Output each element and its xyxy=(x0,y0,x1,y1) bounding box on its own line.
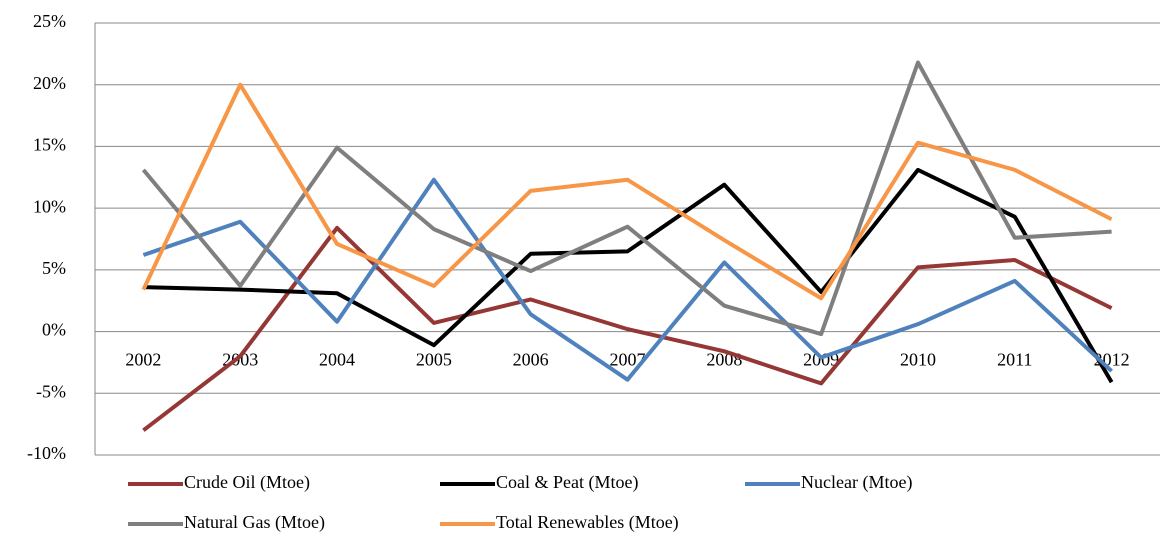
x-tick-label: 2007 xyxy=(610,350,646,370)
y-tick-label: -10% xyxy=(27,443,66,463)
legend-label: Crude Oil (Mtoe) xyxy=(184,472,310,493)
legend-label: Nuclear (Mtoe) xyxy=(801,472,912,493)
series-line xyxy=(143,167,1114,384)
y-tick-label: 5% xyxy=(42,258,66,278)
y-tick-label: 15% xyxy=(33,135,66,155)
series-line xyxy=(142,225,1113,432)
legend-label: Coal & Peat (Mtoe) xyxy=(496,472,638,493)
y-tick-label: 20% xyxy=(33,73,66,93)
y-tick-label: -5% xyxy=(36,381,66,401)
x-tick-label: 2002 xyxy=(125,350,161,370)
y-tick-label: 0% xyxy=(42,320,66,340)
y-tick-label: 25% xyxy=(33,11,66,31)
x-tick-label: 2005 xyxy=(416,350,452,370)
x-tick-label: 2006 xyxy=(513,350,549,370)
x-tick-label: 2004 xyxy=(319,350,355,370)
series-line xyxy=(141,82,1113,301)
y-tick-label: 10% xyxy=(33,196,66,216)
legend-label: Natural Gas (Mtoe) xyxy=(184,512,325,533)
legend-label: Total Renewables (Mtoe) xyxy=(496,512,679,533)
x-tick-label: 2010 xyxy=(900,350,936,370)
x-tick-label: 2011 xyxy=(997,350,1032,370)
series-line xyxy=(142,177,1113,382)
